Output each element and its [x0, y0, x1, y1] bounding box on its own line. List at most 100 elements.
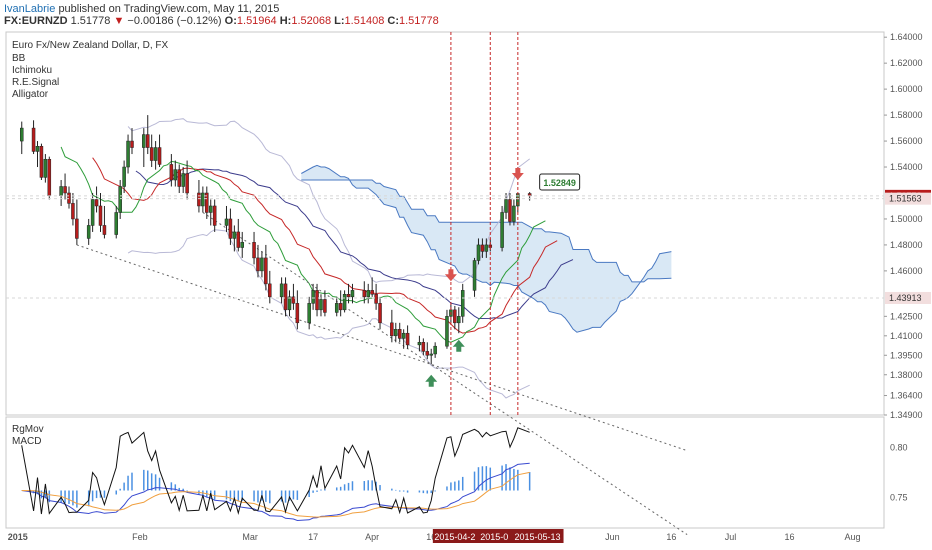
candle-body	[122, 166, 126, 187]
time-tick-label: 16	[426, 532, 436, 542]
candle	[362, 281, 367, 304]
candle-body	[228, 218, 233, 239]
candle-body	[295, 303, 300, 324]
candle	[378, 296, 382, 330]
candle	[429, 348, 433, 365]
candle-body	[102, 225, 107, 235]
candle	[86, 218, 91, 245]
candle-body	[307, 303, 311, 324]
candle-body	[362, 290, 367, 298]
candle-body	[205, 192, 209, 213]
highlight-date-label: 2015-05-13	[515, 532, 561, 542]
time-tick-label: 2015	[8, 532, 28, 542]
candle	[145, 115, 150, 155]
candle-body	[98, 205, 103, 226]
candle	[122, 160, 126, 193]
candle	[295, 290, 300, 330]
candle	[102, 205, 107, 239]
trend-line-upper	[202, 212, 688, 536]
alligator-lips	[60, 146, 546, 343]
candle-body	[75, 218, 79, 239]
highlight-date-label: 2015-04-2	[434, 532, 475, 542]
indicator-ichimoku[interactable]: Ichimoku	[12, 65, 53, 76]
candle	[153, 141, 158, 170]
candle-body	[208, 205, 213, 213]
author-link[interactable]: IvanLabrie	[4, 3, 56, 15]
candle-body	[43, 158, 48, 178]
high-value: 1.52068	[291, 15, 332, 27]
candle	[142, 128, 146, 168]
candle-body	[500, 212, 504, 248]
last-price: 1.51778	[70, 15, 111, 27]
candle-body	[366, 290, 370, 298]
indicator-alligator[interactable]: Alligator	[12, 89, 49, 100]
candle	[512, 199, 516, 226]
candle-body	[460, 290, 465, 317]
candle-body	[114, 212, 118, 235]
candle-body	[291, 296, 296, 304]
candle	[323, 290, 327, 317]
candle-body	[374, 294, 378, 304]
candle-body	[260, 257, 264, 272]
alligator-jaw	[135, 168, 574, 320]
candle-body	[472, 260, 477, 291]
price-tick-label: 1.36400	[890, 391, 923, 401]
candle-body	[350, 290, 355, 298]
indicator-macd[interactable]: MACD	[12, 436, 42, 447]
candle	[212, 199, 217, 232]
price-tick-label: 1.56000	[890, 136, 923, 146]
candle	[228, 208, 233, 245]
candle-body	[252, 242, 256, 259]
candle-body	[287, 296, 292, 311]
candle	[205, 186, 209, 219]
candle-body	[390, 322, 394, 337]
candle	[19, 121, 24, 155]
date-highlight-box	[432, 529, 564, 543]
time-tick-label: 17	[308, 532, 318, 542]
candle-body	[346, 294, 351, 298]
candle-body	[256, 257, 260, 272]
close-label: C:	[387, 15, 399, 27]
candle	[256, 244, 260, 278]
candle-body	[334, 303, 339, 313]
candle-body	[429, 353, 433, 356]
price-label-box	[885, 192, 931, 205]
candle	[425, 342, 430, 360]
price-tick-label: 1.64000	[890, 32, 923, 42]
candle	[397, 322, 402, 343]
indicator-resignal[interactable]: R.E.Signal	[12, 77, 60, 88]
publish-info: published on TradingView.com, May 11, 20…	[58, 3, 280, 15]
candle-body	[417, 342, 422, 346]
candle	[476, 238, 481, 265]
indicator-axis: 0.80 0.75	[890, 442, 908, 502]
candle-body	[394, 329, 398, 337]
candle	[334, 296, 339, 317]
candle	[311, 283, 315, 310]
candle-body	[480, 244, 485, 252]
candle	[346, 283, 351, 304]
candle-body	[157, 147, 162, 165]
candle-body	[378, 303, 382, 324]
candle-body	[59, 186, 63, 196]
open-value: 1.51964	[236, 15, 277, 27]
candle-body	[315, 290, 319, 311]
candle-body	[476, 244, 481, 261]
candle-body	[504, 199, 508, 213]
candle-body	[405, 332, 410, 346]
price-tick-label: 1.60000	[890, 84, 923, 94]
candle-body	[268, 283, 272, 298]
candle	[366, 283, 370, 304]
candle-body	[311, 290, 315, 304]
candle	[405, 325, 410, 349]
candle-body	[19, 127, 24, 142]
candle	[169, 154, 174, 187]
candle-body	[35, 146, 40, 152]
candle	[185, 160, 189, 200]
indicator-rgmov[interactable]: RgMov	[12, 424, 44, 435]
candle	[460, 283, 465, 323]
indicator-bb[interactable]: BB	[12, 53, 26, 64]
candle	[338, 290, 343, 317]
candle-body	[236, 231, 241, 248]
price-tick-label: 1.38000	[890, 370, 923, 380]
